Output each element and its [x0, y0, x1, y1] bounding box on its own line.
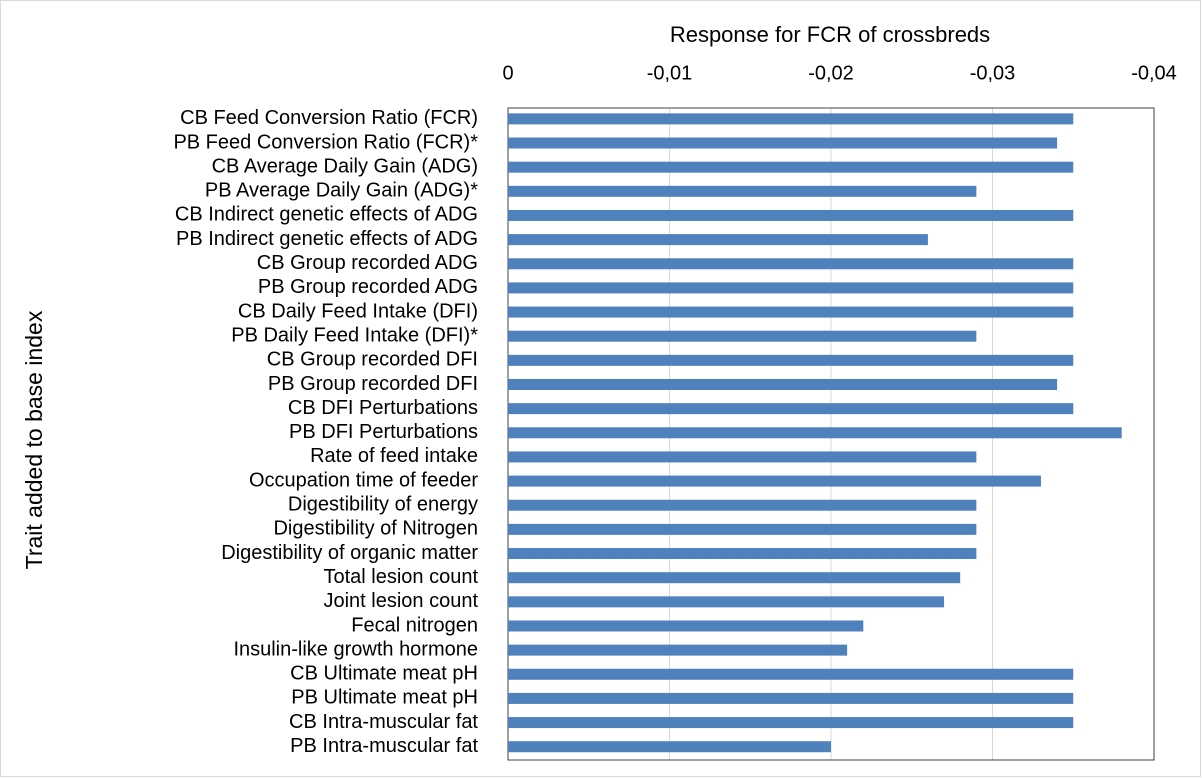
bar — [508, 692, 1074, 704]
y-tick-label: Joint lesion count — [323, 590, 478, 612]
y-tick-label: Occupation time of feeder — [249, 469, 478, 491]
y-tick-label: CB Group recorded DFI — [267, 349, 478, 371]
bar — [508, 644, 848, 656]
bar — [508, 161, 1074, 173]
bar — [508, 306, 1074, 318]
y-tick-label: Digestibility of Nitrogen — [273, 518, 478, 540]
x-tick-label: -0,02 — [808, 62, 854, 84]
y-tick-label: CB Group recorded ADG — [257, 252, 478, 274]
y-tick-label: CB Average Daily Gain (ADG) — [212, 155, 478, 177]
bar — [508, 209, 1074, 221]
bar — [508, 427, 1122, 439]
bar — [508, 137, 1058, 149]
bar — [508, 620, 864, 632]
bar — [508, 330, 977, 342]
y-tick-label: Fecal nitrogen — [351, 614, 478, 636]
x-tick-label: -0,04 — [1131, 62, 1177, 84]
x-tick-label: 0 — [502, 62, 513, 84]
y-tick-label: PB Indirect genetic effects of ADG — [176, 228, 478, 250]
y-axis-label: Trait added to base index — [21, 310, 47, 569]
bar — [508, 572, 961, 584]
y-tick-label: PB Group recorded ADG — [258, 276, 478, 298]
bar — [508, 451, 977, 463]
y-tick-label: Digestibility of energy — [288, 494, 478, 516]
y-tick-label: CB Indirect genetic effects of ADG — [175, 204, 478, 226]
x-tick-label: -0,01 — [647, 62, 693, 84]
y-tick-label: Digestibility of organic matter — [221, 542, 478, 564]
y-tick-label: PB Feed Conversion Ratio (FCR)* — [173, 131, 478, 153]
y-tick-label: PB Ultimate meat pH — [291, 687, 478, 709]
bar — [508, 741, 831, 753]
y-tick-label: CB DFI Perturbations — [288, 397, 478, 419]
bar — [508, 185, 977, 197]
y-tick-label: Rate of feed intake — [310, 445, 478, 467]
y-tick-label: PB DFI Perturbations — [289, 421, 478, 443]
bar — [508, 354, 1074, 366]
chart-title: Response for FCR of crossbreds — [670, 22, 990, 47]
bar — [508, 234, 928, 246]
y-tick-label: CB Feed Conversion Ratio (FCR) — [180, 107, 478, 129]
y-tick-label: PB Average Daily Gain (ADG)* — [205, 180, 478, 202]
x-tick-label: -0,03 — [970, 62, 1016, 84]
y-tick-label: PB Daily Feed Intake (DFI)* — [231, 324, 478, 346]
bar — [508, 113, 1074, 125]
bar — [508, 596, 945, 608]
bar — [508, 378, 1058, 390]
y-tick-label: Total lesion count — [323, 566, 478, 588]
y-tick-label: PB Group recorded DFI — [268, 373, 478, 395]
bar — [508, 403, 1074, 415]
bar — [508, 523, 977, 535]
y-tick-label: CB Daily Feed Intake (DFI) — [238, 300, 478, 322]
bar — [508, 548, 977, 560]
bar — [508, 499, 977, 511]
y-tick-label: PB Intra-muscular fat — [290, 735, 478, 757]
bar — [508, 475, 1041, 487]
y-tick-label: Insulin-like growth hormone — [233, 638, 478, 660]
bar — [508, 258, 1074, 270]
y-tick-label: CB Ultimate meat pH — [290, 663, 478, 685]
bar — [508, 668, 1074, 680]
bar — [508, 717, 1074, 729]
y-tick-label: CB Intra-muscular fat — [289, 711, 478, 733]
bar — [508, 282, 1074, 294]
